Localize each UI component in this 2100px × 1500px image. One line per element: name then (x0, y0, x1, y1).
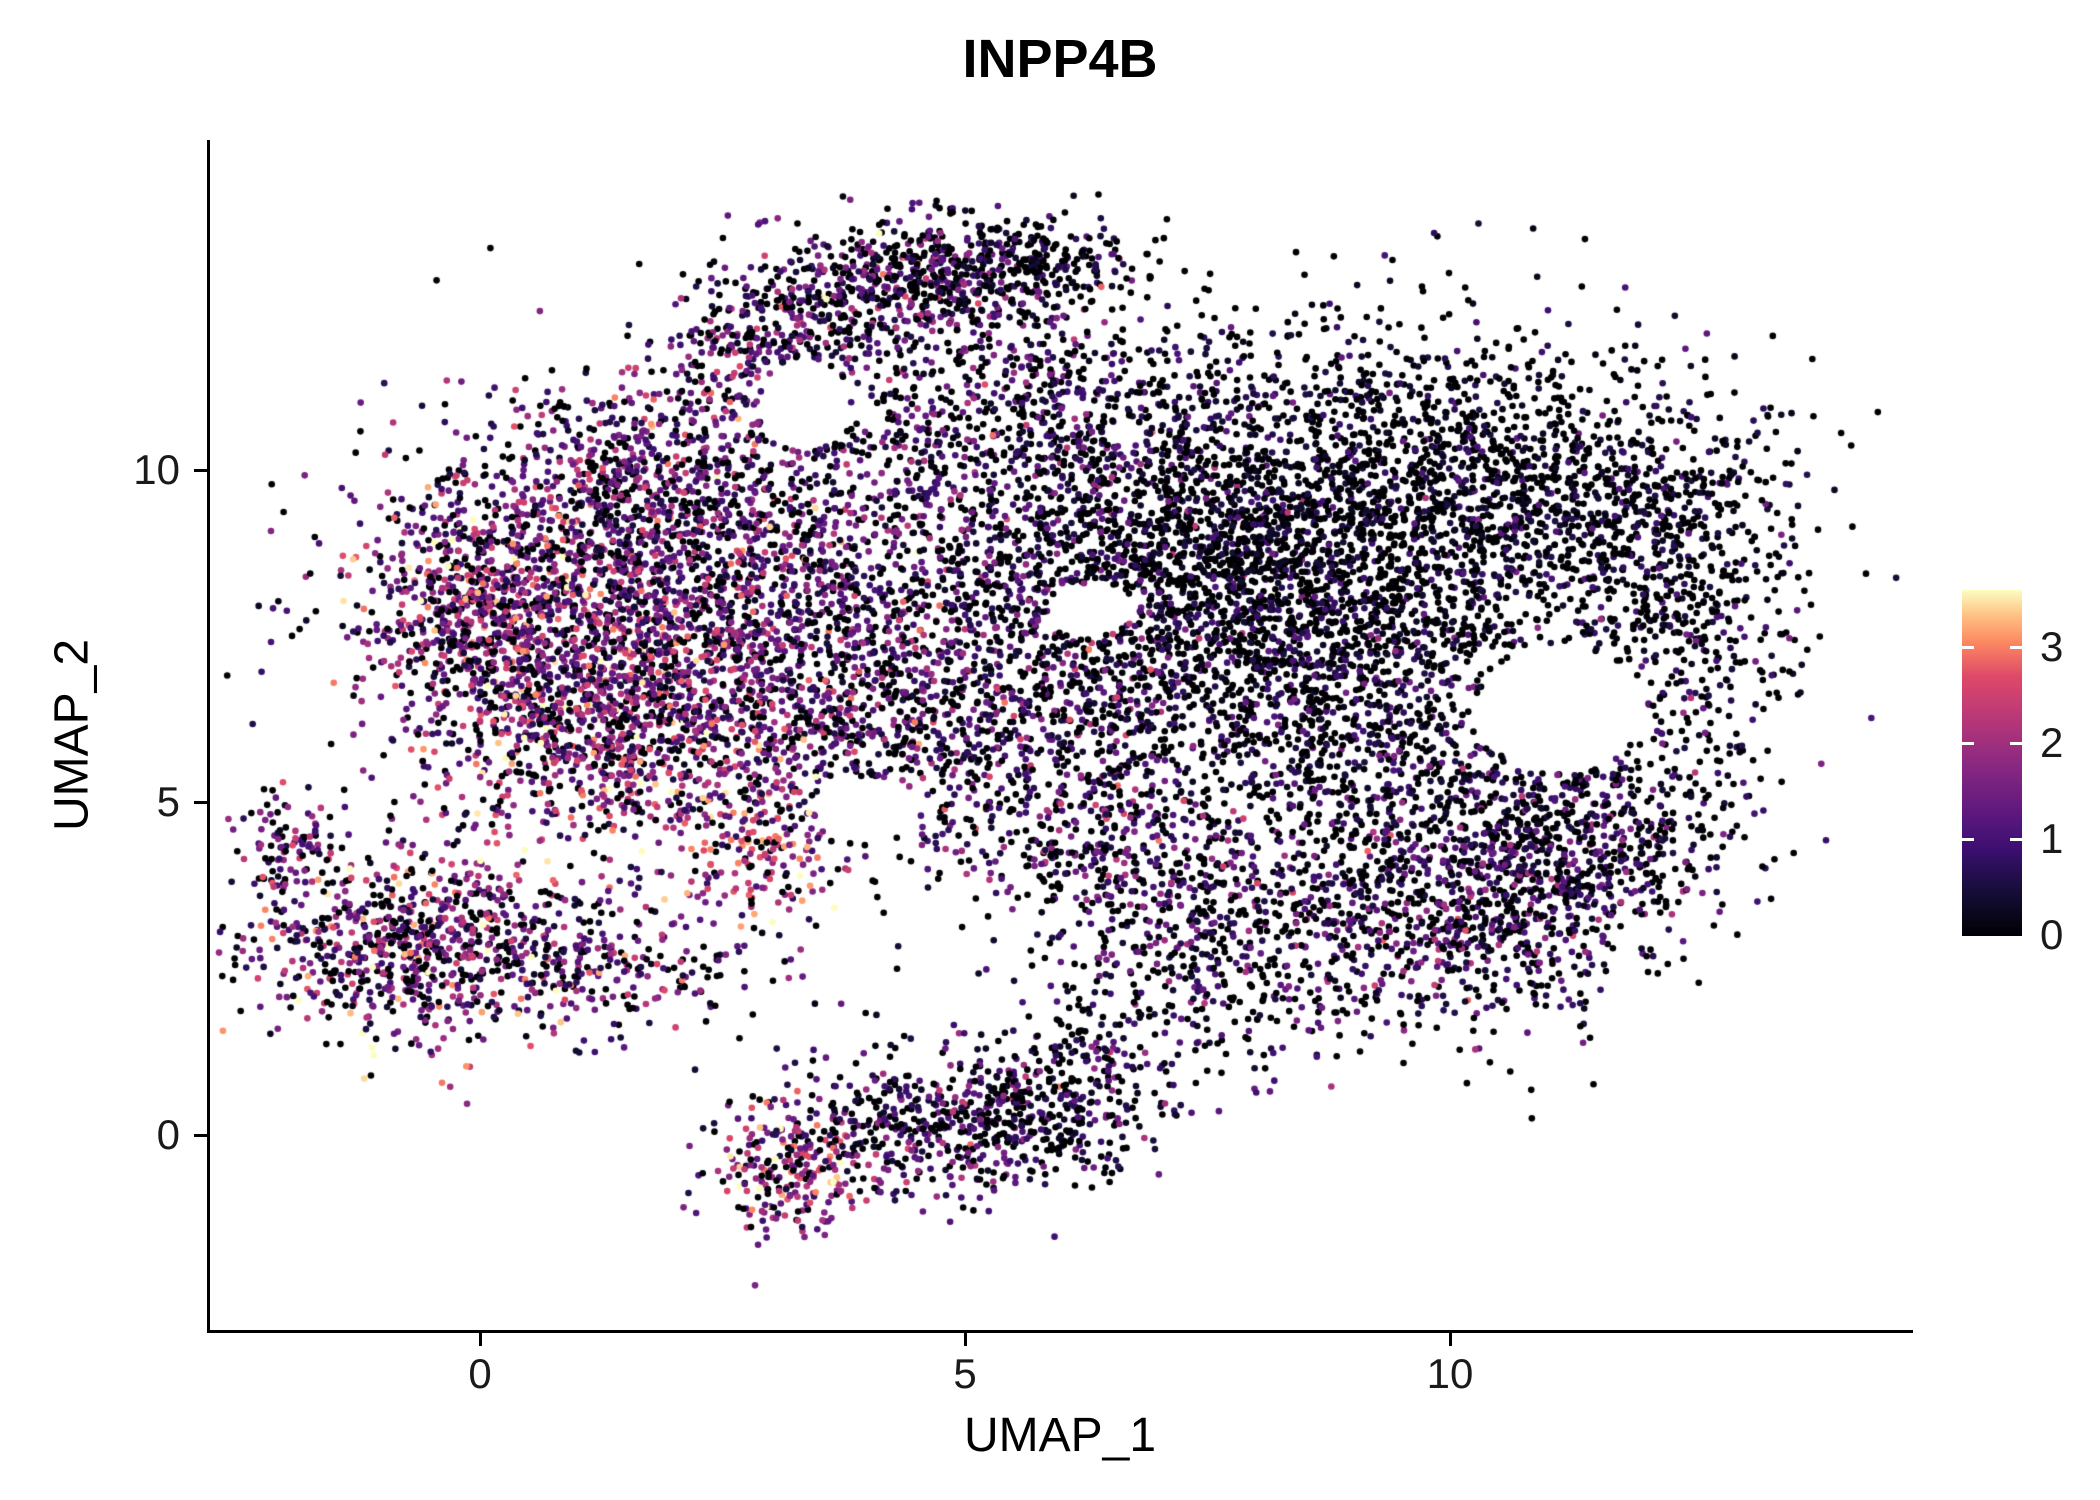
x-axis-tick (479, 1333, 482, 1346)
colorbar-tick-label: 2 (2040, 719, 2064, 766)
y-axis-tick (194, 1134, 207, 1137)
colorbar-tick (1962, 742, 1974, 745)
x-axis-tick (964, 1333, 967, 1346)
y-axis-tick (194, 801, 207, 804)
y-axis-line (207, 140, 210, 1333)
colorbar-tick (2010, 646, 2022, 649)
colorbar-tick (1962, 646, 1974, 649)
x-axis-tick-label: 10 (1426, 1350, 1474, 1397)
colorbar-tick (2010, 838, 2022, 841)
plot-panel (210, 140, 1910, 1330)
colorbar-tick-label: 3 (2040, 623, 2064, 670)
plot-title: INPP4B (962, 29, 1158, 89)
colorbar-tick (2010, 742, 2022, 745)
y-axis-tick-label: 10 (133, 446, 180, 493)
umap-scatter-canvas (210, 140, 1910, 1330)
x-axis-tick-label: 0 (468, 1350, 492, 1397)
x-axis-line (207, 1330, 1913, 1333)
y-axis-tick-label: 5 (156, 778, 180, 825)
colorbar (1962, 590, 2022, 936)
x-axis-tick (1449, 1333, 1452, 1346)
colorbar-tick-label: 0 (2040, 911, 2064, 958)
x-axis-title: UMAP_1 (963, 1409, 1157, 1462)
y-axis-title: UMAP_2 (45, 638, 99, 832)
colorbar-tick-label: 1 (2040, 815, 2064, 862)
colorbar-tick (1962, 838, 1974, 841)
y-axis-tick-label: 0 (156, 1111, 180, 1158)
y-axis-tick (194, 469, 207, 472)
x-axis-tick-label: 5 (953, 1350, 977, 1397)
